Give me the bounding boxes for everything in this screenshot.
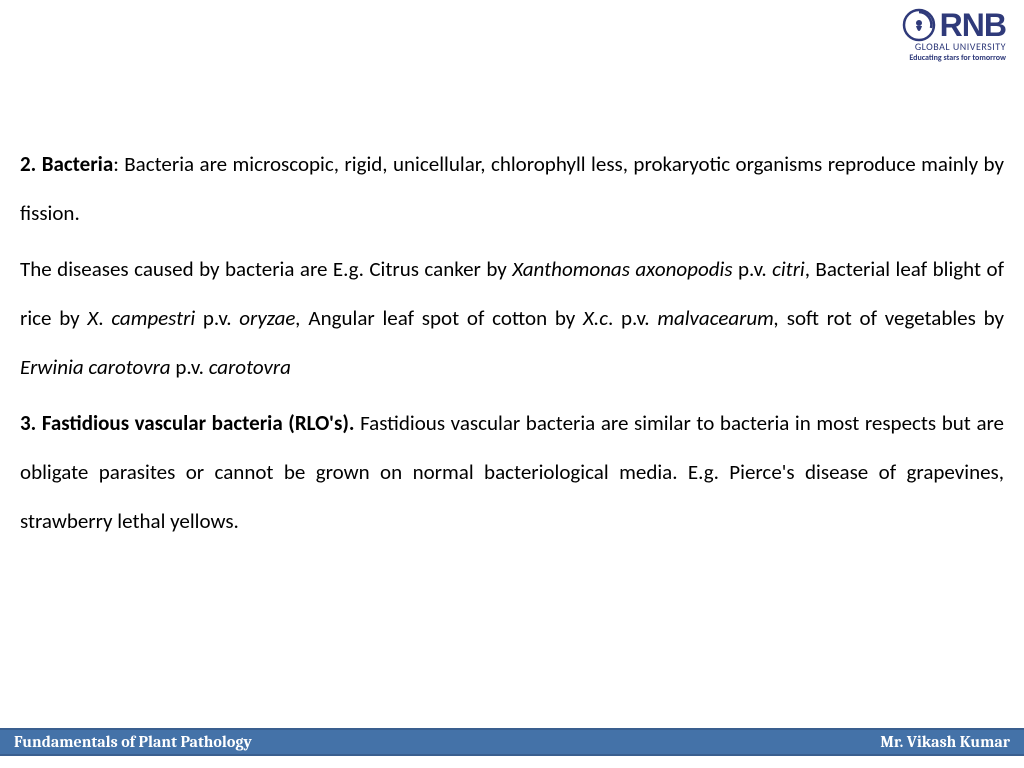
species-campestri: campestri <box>111 305 195 331</box>
species-erwinia: Erwinia carotovra <box>20 354 171 380</box>
paragraph-bacteria: 2. Bacteria: Bacteria are microscopic, r… <box>20 140 1004 239</box>
species-citri: citri <box>772 256 805 282</box>
paragraph-diseases: The diseases caused by bacteria are E.g.… <box>20 245 1004 393</box>
text-bacteria-def: : Bacteria are microscopic, rigid, unice… <box>20 151 1004 226</box>
species-malvacearum: malvacearum, <box>657 305 779 331</box>
text: . <box>98 305 111 331</box>
footer-author: Mr. Vikash Kumar <box>880 733 1010 751</box>
text: p.v. <box>171 354 209 380</box>
text: p.v. <box>733 256 773 282</box>
paragraph-fastidious: 3. Fastidious vascular bacteria (RLO's).… <box>20 399 1004 547</box>
species-xanthomonas: Xanthomonas axonopodis <box>512 256 732 282</box>
heading-bacteria: 2. Bacteria <box>20 151 113 177</box>
text: Angular leaf spot of cotton by <box>301 305 583 331</box>
footer-course-title: Fundamentals of Plant Pathology <box>14 733 252 751</box>
slide-content: 2. Bacteria: Bacteria are microscopic, r… <box>20 140 1004 553</box>
logo-main-text: RNB <box>940 11 1006 40</box>
heading-fastidious: 3. Fastidious vascular bacteria (RLO's). <box>20 410 354 436</box>
university-logo-icon <box>902 8 936 42</box>
text: . p.v. <box>608 305 657 331</box>
species-oryzae: oryzae, <box>239 305 300 331</box>
species-carotovra: carotovra <box>209 354 291 380</box>
species-x: X <box>87 305 98 331</box>
logo-row: RNB <box>902 8 1006 42</box>
text: p.v. <box>195 305 239 331</box>
logo-tagline: Educating stars for tomorrow <box>902 53 1006 63</box>
text: The diseases caused by bacteria are E.g.… <box>20 256 512 282</box>
logo-area: RNB GLOBAL UNIVERSITY Educating stars fo… <box>902 8 1006 63</box>
species-xc: X.c <box>583 305 608 331</box>
footer-bar: Fundamentals of Plant Pathology Mr. Vika… <box>0 728 1024 756</box>
text: soft rot of vegetables by <box>779 305 1004 331</box>
